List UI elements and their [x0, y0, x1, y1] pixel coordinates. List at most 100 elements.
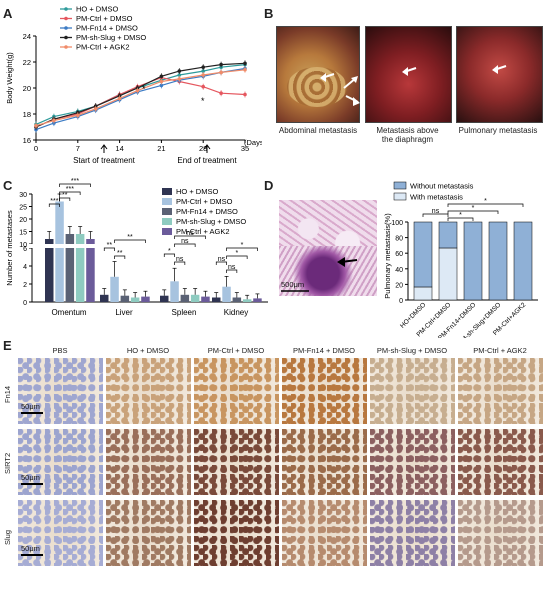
legend-swatch [162, 198, 172, 205]
bar [65, 234, 75, 302]
data-point [243, 92, 247, 97]
bar [222, 286, 231, 302]
legend-swatch-without [393, 181, 407, 190]
bar [201, 296, 210, 302]
column-header: PBS [52, 346, 68, 355]
column-header: PM-Ctrl + DMSO [207, 346, 265, 355]
legend-label: PM-sh-Slug + DMSO [176, 217, 246, 226]
arrow-icon [337, 257, 345, 267]
y-tick-label: 4 [23, 264, 27, 271]
legend-label: PM-Fn14 + DMSO [76, 24, 138, 33]
bar-with [438, 247, 458, 301]
legend-marker [64, 16, 68, 21]
legend-label: PM-Fn14 + DMSO [176, 207, 238, 216]
y-tick-label: 60 [395, 251, 403, 258]
bar [120, 295, 130, 302]
sig-label: ns [218, 256, 226, 263]
photo-abdominal [276, 26, 360, 123]
ihc-image [106, 429, 191, 495]
sig-star-2: * [201, 96, 205, 106]
sig-bracket [59, 197, 71, 201]
legend-label: With metastasis [410, 193, 463, 202]
data-point [159, 83, 164, 88]
category-label: Liver [115, 308, 133, 317]
sig-label: ** [62, 192, 68, 199]
bar-with [413, 286, 433, 301]
sig-bracket [48, 203, 60, 207]
sig-bracket [103, 247, 115, 251]
row-label: SIRT2 [3, 452, 12, 474]
ihc-image [458, 500, 543, 566]
ihc-image [194, 500, 279, 566]
sig-label: ns [228, 264, 236, 271]
scale-bar [21, 412, 43, 414]
y-tick-label: 6 [23, 246, 27, 253]
sig-label: ** [127, 234, 133, 241]
column-header: PM-Fn14 + DMSO [293, 346, 355, 355]
bar-without [513, 221, 533, 301]
sig-label: * [484, 198, 487, 205]
sig-bracket [114, 239, 146, 243]
legend-swatch [162, 208, 172, 215]
bar [110, 276, 119, 302]
panel-label-e: E [3, 338, 12, 353]
category-label: Spleen [172, 308, 197, 317]
x-tick-label: 21 [157, 144, 165, 153]
category-label: Kidney [224, 308, 248, 317]
y-tick-label: 22 [23, 58, 31, 67]
sig-bracket [174, 261, 186, 265]
row-label: Slug [3, 529, 12, 545]
legend-swatch [162, 188, 172, 195]
row-label: Fn14 [3, 385, 12, 403]
pulmonary-metastasis-chart: Pulmonary metastasis(%) Without metastas… [383, 181, 538, 338]
data-point [34, 123, 38, 128]
sig-label: ** [107, 242, 113, 249]
data-point [52, 118, 56, 123]
sig-bracket [59, 183, 91, 187]
data-point [243, 61, 247, 66]
sig-label: *** [71, 178, 79, 185]
y-tick-label: 40 [395, 267, 403, 274]
sig-bracket [226, 269, 238, 273]
sig-bracket [174, 243, 196, 247]
bar [130, 297, 140, 302]
bar-without [463, 221, 483, 301]
ihc-image [370, 500, 455, 566]
category-label: Omentum [51, 308, 86, 317]
ihc-image [194, 429, 279, 495]
data-point [201, 69, 205, 73]
y-tick-label: 18 [23, 110, 31, 119]
sig-bracket [447, 203, 524, 207]
bar [232, 297, 242, 302]
sig-label: * [459, 212, 462, 219]
ihc-image [106, 358, 191, 424]
sig-label: * [241, 242, 244, 249]
data-point [159, 74, 164, 79]
data-point [201, 73, 205, 77]
end-arrow-icon [203, 144, 211, 153]
bar [160, 295, 169, 302]
ihc-image [458, 429, 543, 495]
histology-metastasis [279, 246, 377, 296]
sig-bracket [422, 213, 449, 217]
ihc-image [370, 358, 455, 424]
sig-bracket [447, 217, 474, 221]
legend-label: HO + DMSO [76, 5, 118, 14]
sig-label: * [235, 250, 238, 257]
data-point [117, 96, 122, 101]
legend-label: PM-sh-Slug + DMSO [76, 33, 146, 42]
y-tick-label: 25 [19, 205, 27, 212]
sig-label: * [168, 248, 171, 255]
panel-label-a: A [3, 6, 13, 21]
bar-without [488, 221, 508, 301]
sig-bracket [174, 235, 206, 239]
legend-label: HO + DMSO [176, 187, 218, 196]
column-header: HO + DMSO [126, 346, 170, 355]
bar [180, 294, 190, 302]
sig-bracket [447, 210, 499, 214]
x-tick-label: 0 [34, 144, 38, 153]
x-tick-label: 7 [76, 144, 80, 153]
y-tick-label: 16 [23, 136, 31, 145]
ihc-image [18, 500, 103, 566]
sig-label: ** [117, 250, 123, 257]
